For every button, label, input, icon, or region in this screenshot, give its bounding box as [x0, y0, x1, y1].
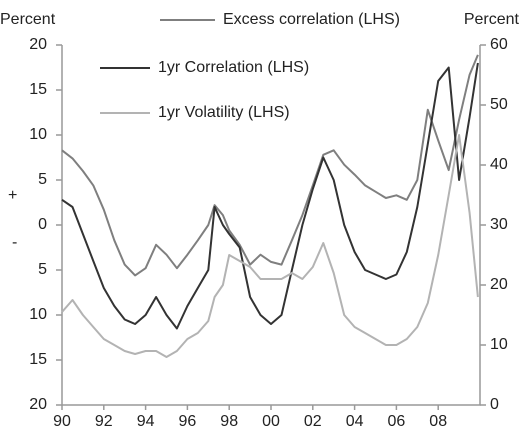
y2-tick-label: 50: [490, 96, 508, 113]
y2-tick-label: 40: [490, 156, 508, 173]
series-line: [61, 54, 479, 277]
x-tick-label: 94: [137, 413, 155, 430]
x-tick-label: 00: [262, 413, 280, 430]
y-tick-label: 20: [29, 36, 47, 53]
y-tick-label: 15: [29, 81, 47, 98]
y-tick-label: 20: [29, 396, 47, 413]
legend-label: Excess correlation (LHS): [223, 11, 400, 28]
legend-label: 1yr Volatility (LHS): [158, 104, 290, 121]
y2-axis-label: Percent: [464, 11, 519, 28]
y-tick-label: 10: [29, 306, 47, 323]
y-tick-label: 0: [38, 216, 47, 233]
series-line: [61, 62, 479, 330]
y2-tick-label: 20: [490, 276, 508, 293]
x-tick-label: 98: [220, 413, 238, 430]
annotation: +: [8, 187, 17, 204]
y2-tick-label: 0: [490, 396, 499, 413]
x-tick-label: 04: [346, 413, 364, 430]
x-tick-label: 96: [179, 413, 197, 430]
annotation: -: [12, 234, 17, 251]
x-tick-label: 08: [429, 413, 447, 430]
legend-label: 1yr Correlation (LHS): [158, 59, 309, 76]
x-tick-label: 90: [53, 413, 71, 430]
y2-tick-label: 60: [490, 36, 508, 53]
x-tick-label: 02: [304, 413, 322, 430]
y-tick-label: 5: [38, 171, 47, 188]
y-tick-label: 15: [29, 351, 47, 368]
y-tick-label: 5: [38, 261, 47, 278]
y2-tick-label: 10: [490, 336, 508, 353]
series-line: [61, 134, 479, 358]
x-tick-label: 06: [388, 413, 406, 430]
x-tick-label: 92: [95, 413, 113, 430]
y2-tick-label: 30: [490, 216, 508, 233]
y-axis-label: Percent: [0, 11, 56, 28]
y-tick-label: 10: [29, 126, 47, 143]
